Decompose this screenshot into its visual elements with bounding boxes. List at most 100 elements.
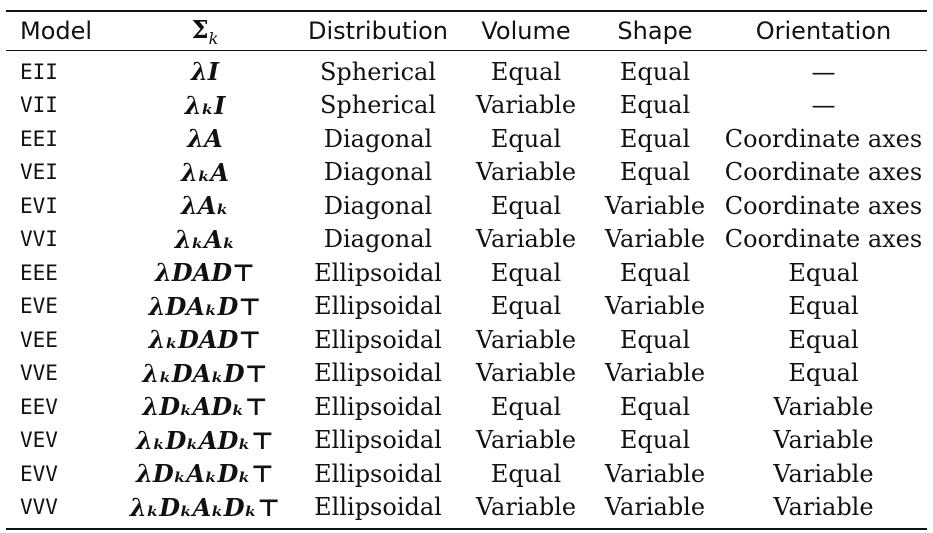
orientation-cell: Variable: [720, 490, 927, 530]
table-row: VVI λₖAₖ Diagonal Variable Variable Coordinat…: [6, 223, 927, 257]
sigma-cell: λₖA: [180, 157, 229, 187]
shape-cell: Equal: [619, 91, 691, 120]
table-row: EVI λAₖ Diagonal Equal Variable Coordinate ax…: [6, 189, 927, 223]
orientation-cell: Equal: [788, 258, 859, 287]
table-row: VEV λₖDₖADₖ⊤ Ellipsoidal Variable Equal Varia…: [6, 424, 927, 458]
shape-cell: Variable: [604, 191, 706, 220]
distribution-cell: Ellipsoidal: [314, 459, 442, 488]
volume-cell: Variable: [475, 325, 577, 354]
sigma-cell: λDₖADₖ⊤: [142, 392, 268, 422]
header-model: Model: [6, 10, 116, 51]
model-cell: VII: [20, 93, 58, 118]
sigma-cell: λₖAₖ: [174, 224, 236, 254]
model-cell: EEI: [20, 126, 58, 151]
model-cell: VEE: [20, 327, 58, 352]
shape-cell: Variable: [590, 490, 720, 530]
orientation-cell: Coordinate axes: [724, 191, 923, 220]
orientation-cell: Variable: [773, 426, 874, 455]
header-sigma-subscript: k: [208, 28, 219, 48]
volume-cell: Variable: [475, 91, 577, 120]
header-sigma-symbol: Σ: [191, 14, 209, 44]
shape-cell: Equal: [619, 325, 691, 354]
sigma-cell: λDAD⊤: [154, 258, 256, 288]
model-cell: VVE: [20, 361, 58, 386]
model-cell: EEV: [20, 394, 58, 419]
distribution-cell: Ellipsoidal: [314, 426, 442, 455]
sigma-cell: λAₖ: [180, 191, 229, 221]
shape-cell: Variable: [604, 459, 706, 488]
distribution-cell: Diagonal: [323, 124, 433, 153]
sigma-cell: λₖDAD⊤: [148, 325, 262, 355]
volume-cell: Equal: [490, 258, 562, 287]
orientation-cell: Variable: [773, 459, 874, 488]
distribution-cell: Ellipsoidal: [314, 359, 442, 388]
sigma-cell: λA: [187, 124, 223, 154]
orientation-cell: —: [811, 57, 836, 86]
model-cell: VEV: [20, 428, 58, 453]
distribution-cell: Spherical: [319, 91, 437, 120]
distribution-cell: Ellipsoidal: [314, 392, 442, 421]
volume-cell: Variable: [475, 158, 577, 187]
sigma-cell: λDₖAₖDₖ⊤: [136, 459, 274, 489]
orientation-cell: Coordinate axes: [724, 225, 923, 254]
covariance-model-table: Model Σk Distribution Volume Shape Orien…: [6, 10, 927, 530]
model-cell: EVV: [20, 461, 58, 486]
table-row: VVE λₖDAₖD⊤ Ellipsoidal Variable Variable Equ…: [6, 357, 927, 391]
distribution-cell: Diagonal: [323, 225, 433, 254]
table-row: VII λₖI Spherical Variable Equal —: [6, 89, 927, 123]
distribution-cell: Spherical: [319, 57, 437, 86]
volume-cell: Variable: [462, 490, 590, 530]
volume-cell: Equal: [490, 124, 562, 153]
header-sigma: Σk: [116, 10, 294, 51]
table-body: EII λI Spherical Equal Equal — VII λₖI Spherical…: [6, 51, 927, 530]
volume-cell: Equal: [490, 392, 562, 421]
header-row: Model Σk Distribution Volume Shape Orien…: [6, 10, 927, 51]
table-row: EEI λA Diagonal Equal Equal Coordinate axes: [6, 122, 927, 156]
orientation-cell: Equal: [788, 359, 859, 388]
shape-cell: Variable: [604, 292, 706, 321]
model-cell: EVE: [20, 294, 58, 319]
shape-cell: Equal: [619, 426, 691, 455]
shape-cell: Equal: [619, 258, 691, 287]
table-row: VEE λₖDAD⊤ Ellipsoidal Variable Equal Equal: [6, 323, 927, 357]
volume-cell: Equal: [490, 459, 562, 488]
table-row: EEE λDAD⊤ Ellipsoidal Equal Equal Equal: [6, 256, 927, 290]
model-cell: VEI: [20, 160, 58, 185]
sigma-cell: λₖDAₖD⊤: [142, 358, 268, 388]
volume-cell: Variable: [475, 225, 577, 254]
table-row: VEI λₖA Diagonal Variable Equal Coordinate ax…: [6, 156, 927, 190]
header-distribution: Distribution: [294, 10, 462, 51]
volume-cell: Variable: [475, 426, 577, 455]
table-header: Model Σk Distribution Volume Shape Orien…: [6, 10, 927, 51]
model-cell: VVV: [6, 490, 116, 530]
distribution-cell: Ellipsoidal: [314, 325, 442, 354]
sigma-cell: λDAₖD⊤: [148, 291, 262, 321]
orientation-cell: Equal: [788, 325, 859, 354]
model-cell: EII: [20, 59, 58, 84]
shape-cell: Variable: [604, 225, 706, 254]
header-shape: Shape: [590, 10, 720, 51]
volume-cell: Equal: [490, 57, 562, 86]
model-cell: EVI: [20, 193, 58, 218]
model-cell: EEE: [20, 260, 58, 285]
table-row: EVV λDₖAₖDₖ⊤ Ellipsoidal Equal Variable Varia…: [6, 457, 927, 491]
shape-cell: Equal: [619, 158, 691, 187]
table-row: EII λI Spherical Equal Equal —: [6, 51, 927, 89]
distribution-cell: Ellipsoidal: [314, 292, 442, 321]
header-orientation: Orientation: [720, 10, 927, 51]
volume-cell: Variable: [475, 359, 577, 388]
distribution-cell: Ellipsoidal: [294, 490, 462, 530]
sigma-cell: λI: [190, 57, 220, 87]
distribution-cell: Diagonal: [323, 158, 433, 187]
orientation-cell: Coordinate axes: [724, 158, 923, 187]
orientation-cell: Coordinate axes: [724, 124, 923, 153]
header-volume: Volume: [462, 10, 590, 51]
sigma-cell: λₖI: [184, 90, 226, 120]
shape-cell: Equal: [619, 57, 691, 86]
volume-cell: Equal: [490, 292, 562, 321]
table-row: VVV λₖDₖAₖDₖ⊤ Ellipsoidal Variable Variable V…: [6, 490, 927, 530]
model-cell: VVI: [20, 227, 58, 252]
sigma-cell: λₖDₖAₖDₖ⊤: [116, 490, 294, 530]
orientation-cell: Variable: [773, 392, 874, 421]
shape-cell: Equal: [619, 124, 691, 153]
